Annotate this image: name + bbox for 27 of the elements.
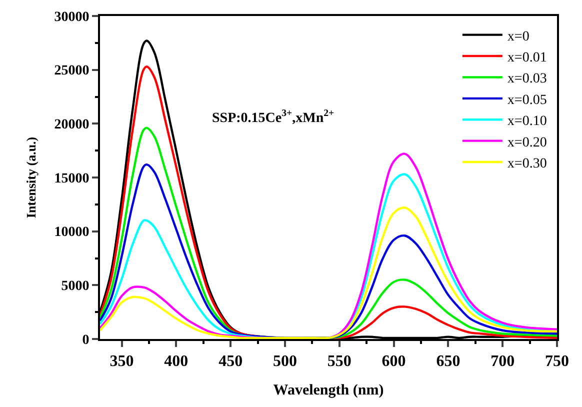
line-series: [100, 206, 557, 339]
y-axis-title: Intensity (a.u.): [24, 136, 39, 218]
y-tick-label: 25000: [54, 64, 90, 79]
x-tick-label: 650: [436, 353, 460, 370]
x-tick-label: 350: [110, 353, 134, 370]
x-tick-label: 400: [164, 353, 188, 370]
x-tick-label: 500: [272, 353, 297, 370]
legend-label: x=0.01: [507, 50, 547, 66]
legend-label: x=0.03: [507, 72, 547, 87]
legend-label: x=0.05: [507, 92, 547, 108]
y-tick-label: 20000: [54, 118, 90, 133]
legend-label: x=0.20: [507, 135, 547, 150]
y-tick-label: 30000: [54, 10, 90, 25]
y-tick-label: 0: [82, 332, 90, 348]
legend-label: x=0.30: [507, 156, 547, 172]
y-tick-label: 15000: [54, 171, 90, 186]
x-axis-title: Wavelength (nm): [273, 382, 384, 399]
annotation: SSP:0.15Ce$^{3+}$,xMn$^{2+}$: [212, 108, 335, 126]
x-tick-label: 600: [382, 353, 406, 370]
x-tick-label: 450: [218, 353, 243, 370]
x-tick-label: 700: [490, 353, 515, 370]
y-tick-label: 10000: [54, 225, 90, 240]
legend-label: x=0.10: [507, 114, 547, 130]
legend-label: x=0: [507, 29, 530, 44]
x-tick-label: 550: [327, 353, 352, 370]
x-tick-label: 750: [545, 353, 569, 370]
y-tick-label: 5000: [61, 279, 90, 294]
